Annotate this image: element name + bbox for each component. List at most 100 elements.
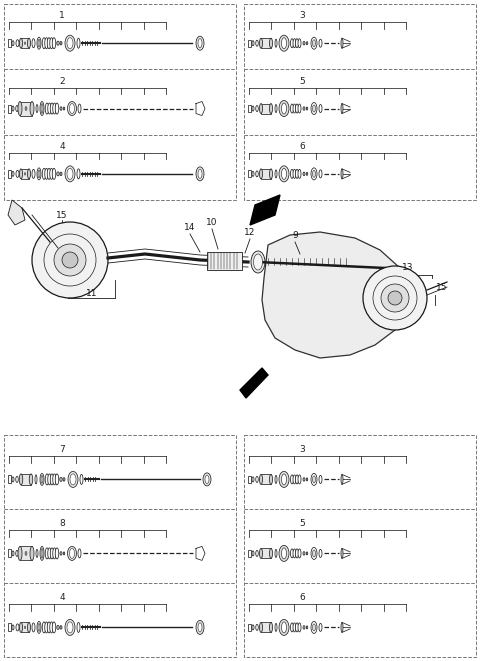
Circle shape bbox=[62, 252, 78, 268]
Bar bbox=[8, 475, 11, 483]
Bar bbox=[248, 550, 251, 557]
Ellipse shape bbox=[45, 622, 48, 633]
Polygon shape bbox=[8, 200, 25, 225]
Ellipse shape bbox=[57, 41, 59, 45]
Ellipse shape bbox=[312, 171, 315, 177]
Ellipse shape bbox=[30, 547, 34, 561]
Ellipse shape bbox=[260, 169, 263, 179]
Ellipse shape bbox=[293, 549, 296, 558]
Ellipse shape bbox=[303, 107, 305, 110]
Ellipse shape bbox=[12, 477, 14, 482]
Text: 5: 5 bbox=[299, 77, 305, 86]
Ellipse shape bbox=[260, 38, 263, 48]
Ellipse shape bbox=[77, 38, 80, 48]
Circle shape bbox=[363, 266, 427, 330]
Ellipse shape bbox=[293, 623, 296, 632]
Ellipse shape bbox=[16, 477, 18, 483]
Text: 6: 6 bbox=[299, 142, 305, 151]
Bar bbox=[207, 252, 242, 270]
Ellipse shape bbox=[63, 478, 65, 481]
Circle shape bbox=[381, 284, 409, 312]
Ellipse shape bbox=[20, 623, 23, 633]
Ellipse shape bbox=[298, 104, 301, 113]
Ellipse shape bbox=[50, 622, 53, 633]
Ellipse shape bbox=[65, 35, 75, 51]
Ellipse shape bbox=[40, 473, 44, 485]
Ellipse shape bbox=[38, 170, 40, 178]
Ellipse shape bbox=[198, 169, 202, 178]
Ellipse shape bbox=[298, 475, 301, 484]
Bar bbox=[261, 475, 271, 485]
Ellipse shape bbox=[269, 475, 273, 485]
Text: 7: 7 bbox=[59, 445, 65, 453]
Ellipse shape bbox=[293, 169, 296, 178]
Ellipse shape bbox=[319, 39, 322, 47]
Ellipse shape bbox=[48, 474, 51, 485]
Ellipse shape bbox=[24, 42, 26, 44]
Ellipse shape bbox=[70, 549, 74, 559]
Bar bbox=[248, 476, 251, 483]
Ellipse shape bbox=[281, 474, 287, 485]
Ellipse shape bbox=[45, 169, 48, 179]
Polygon shape bbox=[250, 195, 280, 225]
Ellipse shape bbox=[55, 548, 59, 559]
Bar bbox=[20, 547, 32, 561]
Ellipse shape bbox=[319, 549, 322, 557]
Ellipse shape bbox=[45, 548, 49, 559]
Ellipse shape bbox=[12, 625, 14, 630]
Ellipse shape bbox=[256, 477, 258, 483]
Ellipse shape bbox=[312, 105, 315, 112]
Ellipse shape bbox=[20, 38, 23, 48]
Ellipse shape bbox=[281, 103, 287, 114]
Ellipse shape bbox=[298, 549, 301, 558]
Ellipse shape bbox=[312, 40, 315, 47]
Bar bbox=[4, 435, 236, 657]
Ellipse shape bbox=[60, 552, 62, 555]
Text: 14: 14 bbox=[184, 223, 196, 232]
Ellipse shape bbox=[48, 103, 51, 114]
Bar bbox=[248, 105, 251, 112]
Ellipse shape bbox=[47, 169, 51, 179]
Ellipse shape bbox=[78, 549, 81, 558]
Ellipse shape bbox=[38, 39, 40, 47]
Ellipse shape bbox=[68, 547, 76, 561]
Bar bbox=[244, 435, 476, 657]
Text: 6: 6 bbox=[299, 593, 305, 602]
Ellipse shape bbox=[42, 622, 46, 633]
Ellipse shape bbox=[319, 475, 322, 483]
Text: 12: 12 bbox=[244, 228, 256, 237]
Ellipse shape bbox=[24, 626, 26, 629]
Ellipse shape bbox=[296, 169, 299, 178]
Circle shape bbox=[388, 291, 402, 305]
Ellipse shape bbox=[303, 172, 305, 176]
Ellipse shape bbox=[269, 169, 273, 179]
Ellipse shape bbox=[41, 475, 43, 483]
Ellipse shape bbox=[341, 623, 343, 633]
Ellipse shape bbox=[296, 104, 299, 113]
Ellipse shape bbox=[260, 549, 263, 559]
Text: 4: 4 bbox=[59, 593, 65, 602]
Ellipse shape bbox=[303, 42, 305, 45]
Text: 13: 13 bbox=[402, 263, 414, 272]
Ellipse shape bbox=[306, 478, 308, 481]
Bar bbox=[248, 171, 251, 177]
Ellipse shape bbox=[279, 35, 289, 51]
Ellipse shape bbox=[290, 623, 293, 632]
Text: 1: 1 bbox=[59, 11, 65, 20]
Ellipse shape bbox=[68, 471, 78, 487]
Ellipse shape bbox=[41, 104, 43, 114]
Ellipse shape bbox=[341, 475, 343, 485]
Ellipse shape bbox=[77, 169, 80, 179]
Ellipse shape bbox=[80, 475, 83, 485]
Bar bbox=[8, 549, 11, 557]
Ellipse shape bbox=[60, 477, 62, 481]
Ellipse shape bbox=[78, 104, 81, 113]
Ellipse shape bbox=[296, 475, 299, 484]
Ellipse shape bbox=[41, 549, 43, 559]
Ellipse shape bbox=[19, 474, 23, 485]
Ellipse shape bbox=[252, 41, 254, 46]
Ellipse shape bbox=[30, 102, 34, 116]
Ellipse shape bbox=[57, 172, 59, 176]
Circle shape bbox=[54, 244, 86, 276]
Ellipse shape bbox=[252, 625, 254, 630]
